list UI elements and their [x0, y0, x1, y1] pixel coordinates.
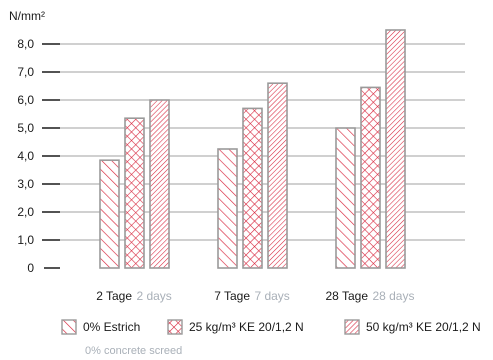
- y-axis-unit-label: N/mm²: [9, 9, 45, 23]
- bar-1-2: [217, 148, 238, 269]
- bar-2-2: [242, 107, 263, 269]
- legend-label-en-1: 0% concrete screed: [85, 345, 182, 357]
- legend-swatch-1: [61, 319, 77, 335]
- legend-label-1: 0% Estrich: [83, 320, 140, 334]
- y-tick-label: 6,0: [17, 93, 34, 107]
- x-category-label: 7 Tage 7 days: [214, 287, 290, 304]
- y-tick-label: 0: [27, 261, 34, 275]
- x-category-label: 2 Tage 2 days: [96, 287, 172, 304]
- y-tick-label: 1,0: [17, 233, 34, 247]
- y-tick-label: 2,0: [17, 205, 34, 219]
- bar-1-1: [99, 159, 120, 269]
- legend-swatch-3: [344, 319, 360, 335]
- y-axis-ticks: 0 1,0 2,0 3,0 4,0 5,0 6,0 7,0 8,0: [17, 37, 34, 275]
- legend-label-2: 25 kg/m³ KE 20/1,2 N: [189, 320, 304, 334]
- category-label-en: 7 days: [254, 289, 289, 303]
- bars: [99, 29, 406, 269]
- category-label-en: 2 days: [136, 289, 171, 303]
- y-tick-label: 8,0: [17, 37, 34, 51]
- bar-3-2: [267, 82, 288, 269]
- legend-label-3: 50 kg/m³ KE 20/1,2 N: [366, 320, 481, 334]
- category-label-de: 7 Tage: [214, 289, 250, 303]
- category-label-de: 2 Tage: [96, 289, 132, 303]
- x-category-label: 28 Tage 28 days: [326, 287, 415, 304]
- legend: 0% Estrich 0% concrete screed 25 kg/m³ KE …: [61, 319, 481, 357]
- bar-1-3: [335, 127, 356, 269]
- category-label-en: 28 days: [372, 289, 414, 303]
- category-label-de: 28 Tage: [326, 289, 369, 303]
- x-axis-labels: 2 Tage 2 days 7 Tage 7 days 28 Tage 28 day…: [96, 287, 415, 304]
- bar-2-1: [124, 117, 145, 269]
- bar-3-1: [149, 99, 170, 269]
- y-tick-label: 7,0: [17, 65, 34, 79]
- y-tick-label: 3,0: [17, 177, 34, 191]
- bar-2-3: [360, 86, 381, 269]
- legend-swatch-2: [167, 319, 183, 335]
- bar-3-3: [385, 29, 406, 269]
- y-tick-label: 4,0: [17, 149, 34, 163]
- y-tick-label: 5,0: [17, 121, 34, 135]
